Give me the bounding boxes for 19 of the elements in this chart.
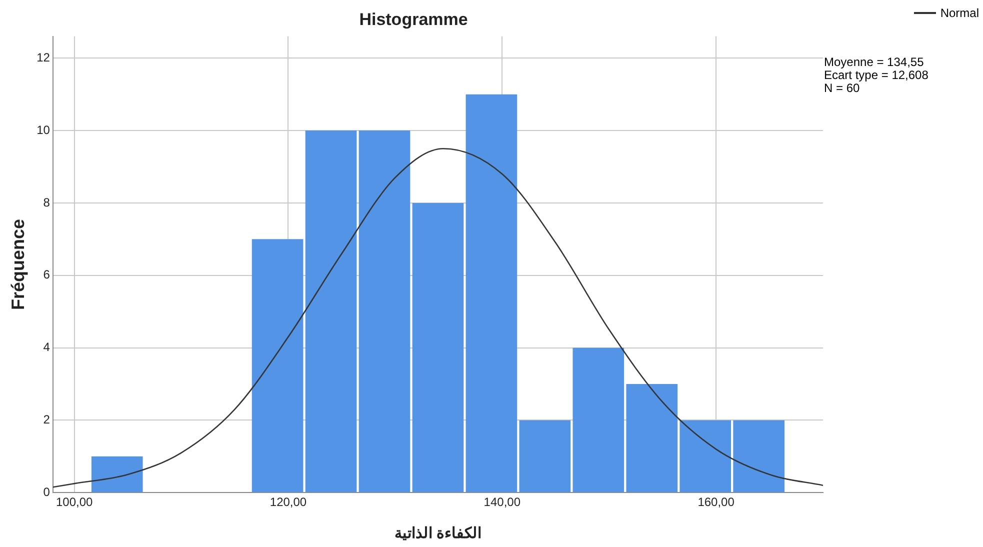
legend-label: Normal	[940, 6, 979, 20]
text: Moyenne = 134,55	[824, 55, 925, 69]
y-axis-title: Fréquence	[8, 218, 28, 310]
y-tick-label: 6	[43, 268, 50, 282]
y-tick-label: 8	[43, 195, 50, 210]
line-series	[52, 148, 823, 488]
y-tick-label: 12	[36, 50, 50, 64]
y-tick-label: 10	[36, 122, 50, 137]
y-tick-label: 4	[43, 340, 50, 354]
chart-title: Histogramme	[359, 10, 468, 29]
text: N = 60	[824, 81, 860, 95]
y-tick-label: 0	[43, 484, 50, 499]
x-tick-label: 120,00	[270, 495, 307, 510]
y-tick-label: 2	[43, 412, 50, 426]
x-axis-title: الكفاءة الذاتية	[394, 525, 482, 542]
x-tick-label: 160,00	[698, 495, 735, 510]
x-tick-label: 140,00	[484, 495, 521, 510]
text: Ecart type = 12,608	[824, 68, 928, 82]
x-tick-label: 100,00	[56, 495, 94, 510]
